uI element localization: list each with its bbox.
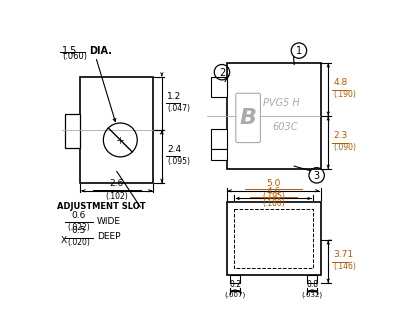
Bar: [226, 63, 320, 169]
Text: ADJUSTMENT SLOT: ADJUSTMENT SLOT: [57, 202, 146, 210]
Bar: [65, 114, 80, 148]
Text: B: B: [240, 108, 257, 128]
Text: 5.0: 5.0: [266, 180, 281, 189]
Text: 0.8: 0.8: [306, 280, 318, 289]
Text: 1: 1: [296, 46, 302, 56]
Bar: [211, 129, 226, 149]
Text: (.020): (.020): [67, 238, 90, 247]
Text: 2: 2: [219, 68, 225, 78]
Text: 3: 3: [314, 171, 320, 181]
Text: X: X: [60, 235, 66, 245]
Text: DIA.: DIA.: [90, 46, 112, 56]
Text: 0.2: 0.2: [229, 280, 241, 289]
Text: (.195): (.195): [262, 192, 285, 201]
Text: (.032): (.032): [302, 291, 322, 298]
Text: WIDE: WIDE: [97, 217, 121, 226]
Text: (.007): (.007): [224, 291, 246, 298]
Text: 0.6: 0.6: [72, 211, 86, 220]
Text: (.190): (.190): [334, 90, 356, 99]
Text: (.060): (.060): [62, 52, 87, 61]
FancyBboxPatch shape: [236, 93, 260, 142]
Text: 2.6: 2.6: [110, 180, 124, 189]
Text: 1.2: 1.2: [167, 92, 182, 101]
Bar: [211, 77, 226, 97]
Text: 4.6: 4.6: [266, 187, 281, 196]
Text: (.180): (.180): [262, 199, 285, 208]
Text: 4.8: 4.8: [334, 78, 348, 87]
Text: (.095): (.095): [167, 157, 190, 166]
Text: 2.3: 2.3: [334, 131, 348, 140]
Text: 3.71: 3.71: [334, 250, 354, 259]
Text: 0.5: 0.5: [72, 226, 86, 235]
Text: (.047): (.047): [167, 104, 190, 113]
Text: (.146): (.146): [334, 262, 356, 271]
Text: 1.5: 1.5: [62, 46, 77, 56]
Text: 603C: 603C: [272, 122, 298, 132]
Text: 2.4: 2.4: [167, 145, 181, 154]
Bar: [230, 276, 240, 283]
Bar: [226, 202, 320, 276]
Bar: [308, 276, 317, 283]
Bar: [234, 209, 313, 268]
Text: (.090): (.090): [334, 143, 356, 152]
Text: (.102): (.102): [106, 192, 128, 201]
Text: (.022): (.022): [67, 223, 90, 232]
Text: DEEP: DEEP: [97, 232, 121, 241]
Bar: [211, 149, 226, 160]
Bar: [80, 77, 154, 183]
Text: PVG5 H: PVG5 H: [263, 98, 300, 108]
